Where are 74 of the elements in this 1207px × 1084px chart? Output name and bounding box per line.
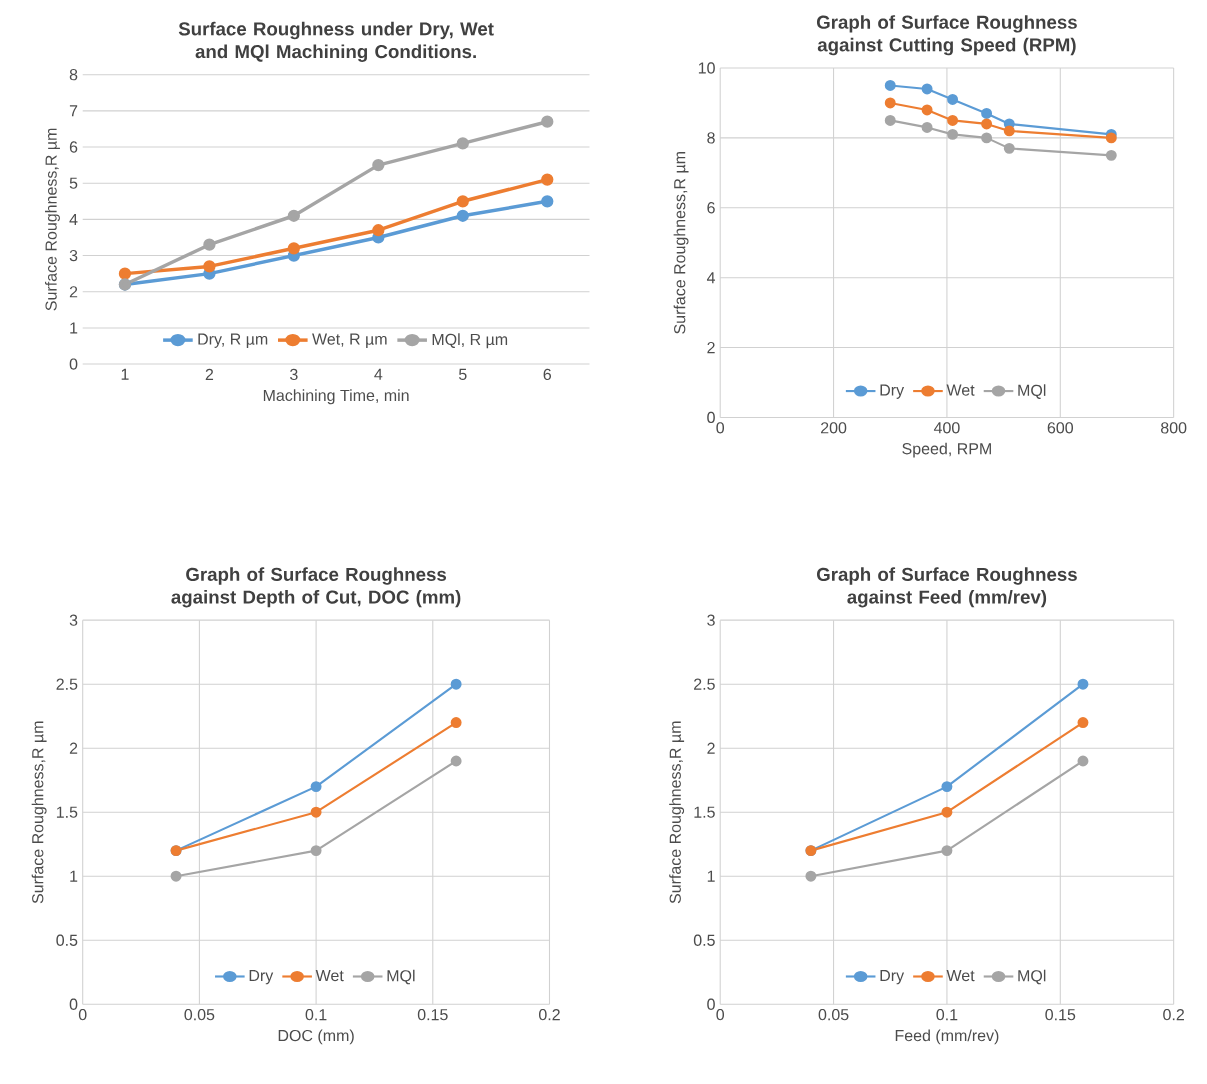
y-tick-label: 4: [69, 213, 78, 225]
x-tick-label: 0.1: [305, 1008, 327, 1021]
chart-title: Graph of Surface Roughness against Feed (mm/rev): [816, 567, 1077, 608]
y-tick-label: 2: [69, 286, 78, 298]
legend-label: Dry: [880, 384, 905, 399]
y-tick-label: 2.5: [694, 678, 715, 690]
x-tick-label: 6: [543, 368, 552, 380]
x-axis-title: Speed, RPM: [902, 442, 991, 458]
legend-label: Dry: [249, 969, 274, 985]
x-tick-label: 4: [374, 368, 383, 380]
legend-label: Dry: [880, 969, 905, 985]
x-tick-label: 400: [933, 422, 960, 434]
y-tick-label: 1.5: [56, 806, 78, 818]
legend-label: Dry, R µm: [198, 333, 268, 348]
y-tick-label: 3: [69, 614, 78, 626]
legend-label: Wet: [946, 969, 975, 982]
y-tick-label: 3: [707, 614, 715, 626]
y-tick-label: 6: [69, 141, 78, 153]
chart-title: Graph of Surface Roughness against Depth of Cut, DOC (mm): [171, 567, 461, 608]
y-tick-label: 1.5: [694, 806, 715, 818]
legend-label: MQl: [387, 969, 415, 985]
x-axis-title: Machining Time, min: [263, 389, 409, 405]
y-tick-label: 1: [707, 870, 715, 882]
y-tick-label: 2: [69, 742, 78, 754]
x-tick-label: 0.15: [417, 1008, 448, 1021]
y-tick-label: 0: [69, 358, 78, 370]
y-tick-label: 0.5: [56, 934, 78, 946]
y-axis-title: Surface Roughness,R µm: [669, 721, 685, 904]
x-tick-label: 5: [459, 368, 467, 380]
x-tick-label: 0.1: [936, 1008, 958, 1021]
y-tick-label: 2: [707, 742, 715, 754]
y-tick-label: 0: [707, 411, 715, 423]
y-tick-label: 10: [698, 62, 715, 74]
y-tick-label: 2: [707, 341, 715, 353]
x-tick-label: 0.2: [539, 1008, 560, 1021]
y-tick-label: 8: [69, 68, 78, 81]
x-tick-label: 0: [78, 1008, 87, 1021]
legend-label: Wet: [315, 969, 344, 982]
y-tick-label: 8: [707, 132, 715, 144]
y-tick-label: 0: [69, 998, 78, 1010]
y-tick-label: 0.5: [693, 934, 715, 946]
legend-label: Wet: [946, 384, 975, 396]
y-axis-title: Surface Roughness,R µm: [673, 151, 689, 334]
y-axis-title: Surface Roughness,R µm: [45, 128, 60, 311]
x-tick-label: 0.05: [184, 1008, 215, 1021]
y-tick-label: 2.5: [56, 678, 78, 690]
legend-label: Wet, R µm: [312, 333, 387, 348]
chart-title: Surface Roughness under Dry, Wet and MQl Machining Conditions.: [178, 21, 494, 62]
x-tick-label: 0: [716, 1008, 725, 1021]
y-tick-label: 4: [706, 272, 716, 284]
y-tick-label: 0: [707, 998, 715, 1010]
legend-label: MQl: [1018, 969, 1046, 985]
x-tick-label: 2: [205, 368, 214, 380]
x-axis-title: DOC (mm): [278, 1029, 354, 1045]
y-tick-label: 5: [69, 177, 78, 189]
x-tick-label: 0.05: [818, 1008, 849, 1021]
x-axis-title: Feed (mm/rev): [895, 1029, 999, 1045]
legend-label: MQl: [1018, 384, 1046, 399]
x-tick-label: 1: [121, 368, 129, 380]
x-tick-label: 200: [821, 422, 847, 434]
x-tick-label: 600: [1047, 422, 1074, 434]
x-tick-label: 3: [290, 368, 298, 380]
x-tick-label: 0.15: [1045, 1008, 1076, 1021]
chart-title: Graph of Surface Roughness against Cutting Speed (RPM): [816, 14, 1077, 56]
y-axis-title: Surface Roughness,R µm: [31, 721, 47, 904]
x-tick-label: 0.2: [1163, 1008, 1184, 1021]
x-tick-label: 800: [1160, 422, 1187, 434]
y-tick-label: 7: [69, 105, 78, 117]
y-tick-label: 1: [70, 870, 78, 882]
y-tick-label: 1: [70, 322, 78, 334]
y-tick-label: 6: [707, 201, 715, 214]
legend-label: MQl, R µm: [432, 333, 508, 349]
x-tick-label: 0: [716, 422, 725, 434]
y-tick-label: 3: [69, 249, 78, 262]
